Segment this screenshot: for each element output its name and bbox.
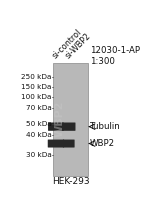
Text: 40 kDa: 40 kDa [26, 132, 51, 138]
Text: 70 kDa: 70 kDa [26, 105, 51, 111]
Text: 1:300: 1:300 [90, 57, 115, 66]
Bar [53, 63, 88, 176]
Text: 150 kDa: 150 kDa [21, 84, 51, 90]
Text: Tubulin: Tubulin [90, 122, 121, 131]
Text: 30 kDa: 30 kDa [26, 152, 51, 158]
Text: 50 kDa: 50 kDa [26, 121, 51, 127]
Text: si-WBP2: si-WBP2 [63, 31, 92, 60]
Text: 100 kDa: 100 kDa [21, 94, 51, 100]
FancyBboxPatch shape [48, 123, 64, 131]
Text: WBP2: WBP2 [55, 100, 65, 137]
Text: si-control: si-control [51, 27, 84, 60]
FancyBboxPatch shape [62, 123, 75, 131]
Text: HEK-293: HEK-293 [52, 177, 89, 186]
Text: WBP2: WBP2 [90, 139, 115, 148]
Text: 250 kDa: 250 kDa [21, 74, 51, 80]
Text: 12030-1-AP: 12030-1-AP [90, 46, 140, 55]
FancyBboxPatch shape [48, 140, 64, 147]
FancyBboxPatch shape [63, 140, 75, 147]
